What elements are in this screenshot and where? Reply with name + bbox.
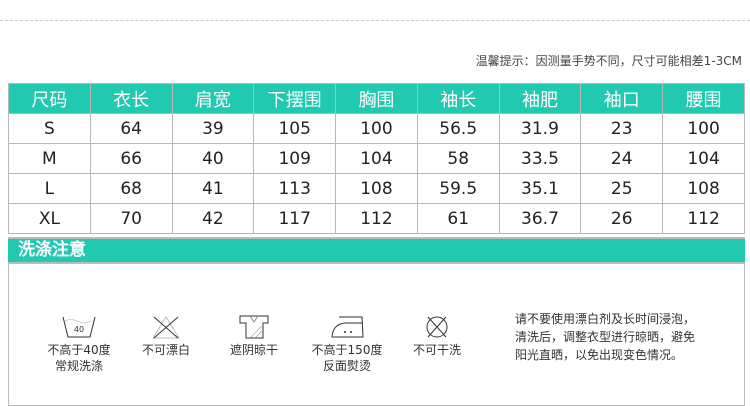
care-note: 请不要使用漂白剂及长时间浸泡， 清洗后，调整衣型进行晾晒，避免 阳光直晒，以免出… <box>515 310 745 364</box>
care-label: 不可干洗 <box>412 343 461 357</box>
column-header: 袖肥 <box>498 83 582 114</box>
table-cell: 56.5 <box>416 113 500 144</box>
table-header: 尺码 衣长 肩宽 下摆围 胸围 袖长 袖肥 袖口 腰围 <box>8 83 745 114</box>
care-label: 反面熨烫 <box>322 359 371 373</box>
table-row: M 66 40 109 104 58 33.5 24 104 <box>8 143 745 174</box>
table-cell: 40 <box>171 143 255 174</box>
table-cell: 26 <box>580 203 664 234</box>
column-header: 下摆围 <box>253 83 337 114</box>
table-cell: 117 <box>253 203 337 234</box>
iron-icon <box>331 316 364 338</box>
column-header: 腰围 <box>662 83 745 114</box>
no-dry-clean-icon <box>426 316 448 338</box>
column-header: 衣长 <box>89 83 173 114</box>
table-cell: 24 <box>580 143 664 174</box>
divider <box>0 20 750 21</box>
table-cell: 33.5 <box>498 143 582 174</box>
wash-40-icon: 40 <box>62 316 96 338</box>
care-label: 不高于40度 <box>47 343 111 357</box>
care-panel: 40 不高于40度 常规洗涤 不可漂白 遮阴晾干 不高于150度 反面熨烫 不可… <box>8 264 745 406</box>
table-cell: 112 <box>335 203 418 234</box>
care-section-title: 洗涤注意 <box>8 237 745 264</box>
table-cell: 68 <box>89 173 173 204</box>
table-cell: 112 <box>662 203 745 234</box>
table-cell: 61 <box>416 203 500 234</box>
table-cell: 100 <box>662 113 745 144</box>
table-cell: 105 <box>253 113 337 144</box>
table-cell: 108 <box>335 173 418 204</box>
care-label: 不可漂白 <box>141 343 190 357</box>
care-item: 不可干洗 <box>392 314 482 358</box>
column-header: 袖口 <box>580 83 664 114</box>
care-label: 常规洗涤 <box>54 359 103 373</box>
table-row: S 64 39 105 100 56.5 31.9 23 100 <box>8 113 745 144</box>
table-cell: 35.1 <box>498 173 582 204</box>
table-cell: M <box>8 143 91 174</box>
table-cell: 113 <box>253 173 337 204</box>
care-label: 遮阴晾干 <box>229 343 278 357</box>
table-cell: 42 <box>171 203 255 234</box>
note-line: 请不要使用漂白剂及长时间浸泡， <box>515 312 696 326</box>
table-cell: 70 <box>89 203 173 234</box>
column-header: 肩宽 <box>171 83 255 114</box>
table-row: XL 70 42 117 112 61 36.7 26 112 <box>8 203 745 234</box>
column-header: 尺码 <box>8 83 91 114</box>
care-item: 40 不高于40度 常规洗涤 <box>34 314 124 374</box>
table-cell: 25 <box>580 173 664 204</box>
no-bleach-icon <box>152 316 180 339</box>
svg-text:40: 40 <box>74 325 84 334</box>
table-cell: 59.5 <box>416 173 500 204</box>
table-cell: 104 <box>662 143 745 174</box>
size-table: 尺码 衣长 肩宽 下摆围 胸围 袖长 袖肥 袖口 腰围 S 64 39 105 100 56.5 31.9 2… <box>8 83 745 234</box>
size-tip: 温馨提示：因测量手势不同，尺寸可能相差1-3CM <box>475 54 742 68</box>
table-cell: L <box>8 173 91 204</box>
table-cell: S <box>8 113 91 144</box>
table-cell: 100 <box>335 113 418 144</box>
care-item: 不可漂白 <box>121 314 211 358</box>
care-label: 不高于150度 <box>311 343 383 357</box>
note-line: 清洗后，调整衣型进行晾晒，避免 <box>515 330 696 344</box>
table-cell: 39 <box>171 113 255 144</box>
care-item: 不高于150度 反面熨烫 <box>302 314 392 374</box>
table-cell: 41 <box>171 173 255 204</box>
table-cell: 31.9 <box>498 113 582 144</box>
table-cell: 104 <box>335 143 418 174</box>
shade-dry-icon <box>239 315 269 339</box>
note-line: 阳光直晒，以免出现变色情况。 <box>515 348 684 362</box>
table-cell: 64 <box>89 113 173 144</box>
table-row: L 68 41 113 108 59.5 35.1 25 108 <box>8 173 745 204</box>
table-cell: 66 <box>89 143 173 174</box>
table-cell: 108 <box>662 173 745 204</box>
column-header: 袖长 <box>416 83 500 114</box>
table-cell: 58 <box>416 143 500 174</box>
table-cell: XL <box>8 203 91 234</box>
table-cell: 23 <box>580 113 664 144</box>
column-header: 胸围 <box>335 83 418 114</box>
table-cell: 109 <box>253 143 337 174</box>
care-item: 遮阴晾干 <box>209 314 299 358</box>
table-cell: 36.7 <box>498 203 582 234</box>
